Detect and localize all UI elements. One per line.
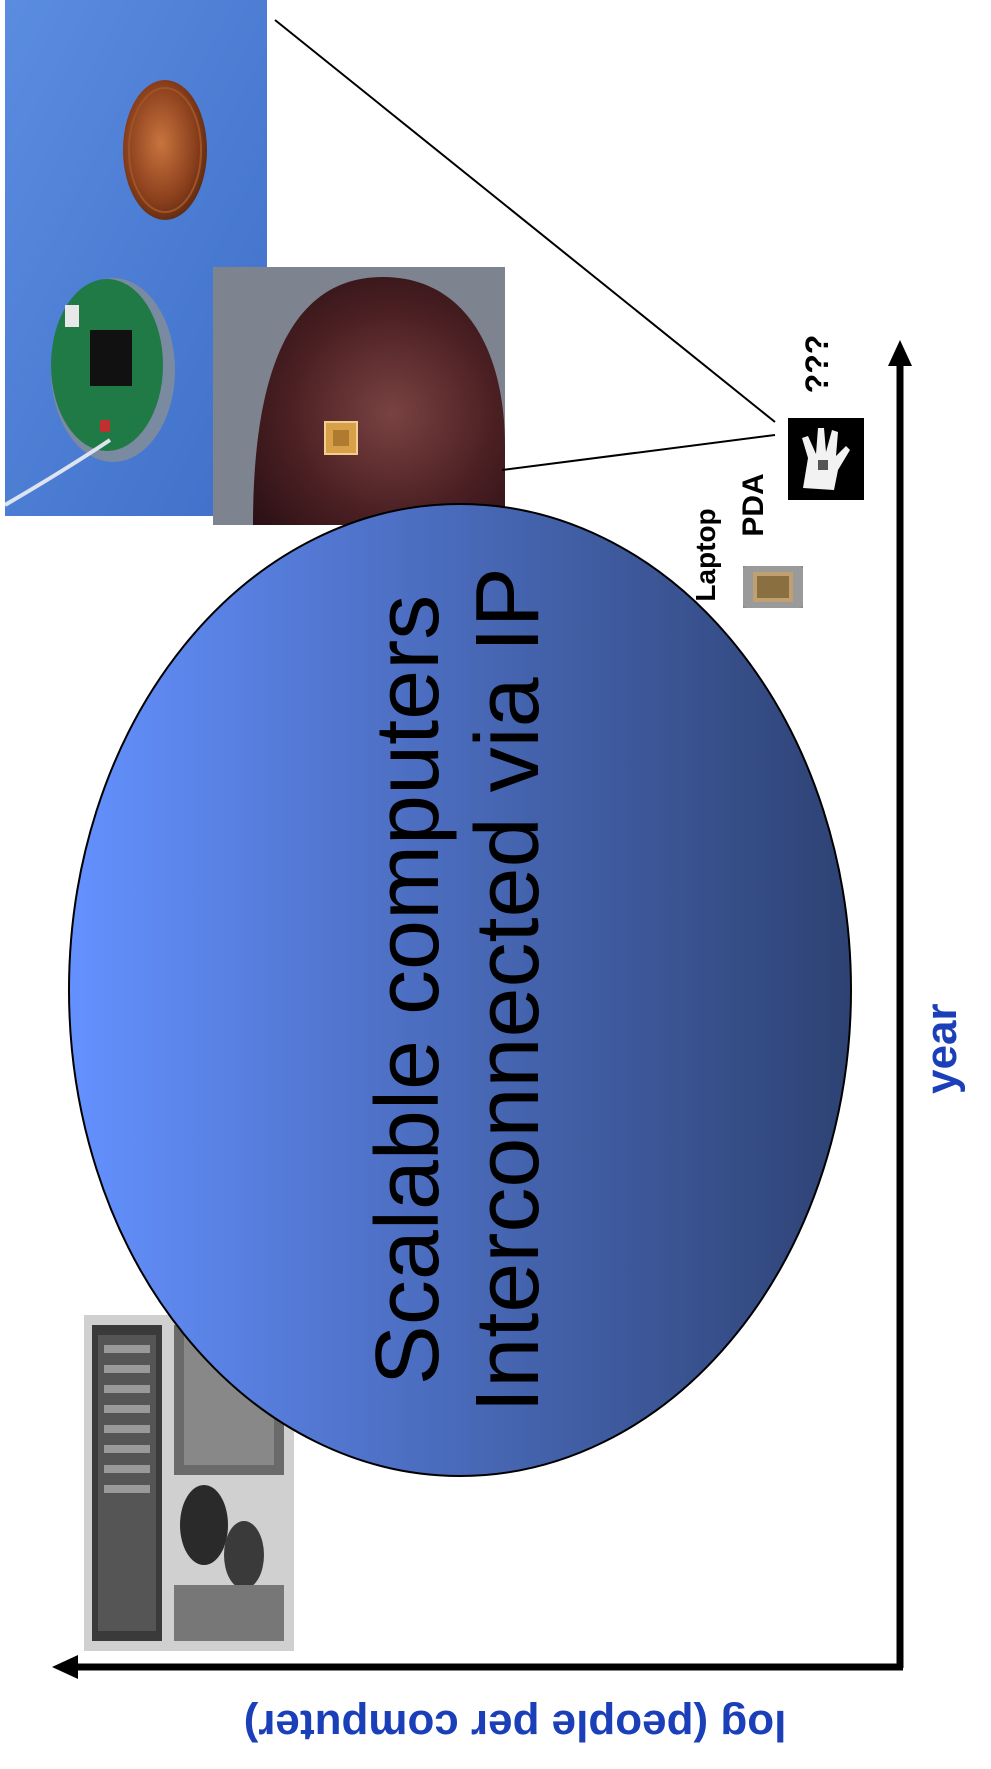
mainframe-computer-room-photo [84, 1315, 294, 1651]
log-axis-arrowhead [52, 1655, 78, 1679]
scalable-computers-ellipse [68, 503, 852, 1477]
zoom-line-upper [274, 19, 776, 423]
year-axis-arrowhead [888, 340, 912, 366]
laptop-label: Laptop [690, 508, 721, 602]
pda-device-photo [743, 566, 803, 608]
log-axis-label: log (people per computer) [243, 1701, 787, 1750]
pda-label: PDA [737, 473, 770, 537]
unknown-device-label: ??? [799, 334, 835, 394]
hand-with-sensor-photo [788, 418, 864, 500]
chip-on-fingertip-photo [213, 267, 505, 525]
sensor-board-with-coin-photo [5, 0, 267, 516]
zoom-line-lower [501, 434, 776, 471]
year-axis-label: year [917, 1003, 966, 1094]
